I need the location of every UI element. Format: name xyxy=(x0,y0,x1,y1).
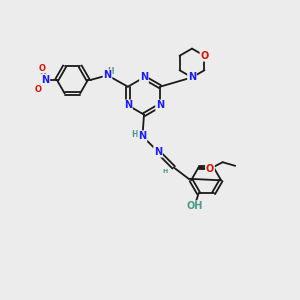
Text: N: N xyxy=(140,72,148,82)
Text: O: O xyxy=(34,85,41,94)
Text: O: O xyxy=(200,51,208,61)
Text: H: H xyxy=(163,169,168,174)
Text: N: N xyxy=(156,100,164,110)
Text: N: N xyxy=(138,131,147,141)
Text: O: O xyxy=(206,164,214,174)
Text: N: N xyxy=(103,70,112,80)
Text: H: H xyxy=(131,130,137,139)
Text: N: N xyxy=(41,75,50,85)
Text: N: N xyxy=(154,147,162,157)
Text: N: N xyxy=(124,100,132,110)
Text: H: H xyxy=(107,67,114,76)
Text: O: O xyxy=(38,64,45,73)
Text: OH: OH xyxy=(187,201,203,211)
Text: N: N xyxy=(188,72,196,82)
